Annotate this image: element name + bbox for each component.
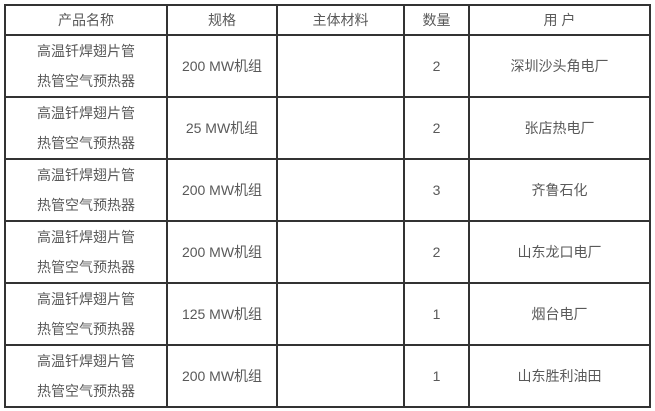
table-row: 高温钎焊翅片管 热管空气预热器 200 MW机组 2 深圳沙头角电厂 — [4, 34, 651, 98]
cell-quantity: 1 — [403, 282, 470, 346]
header-customer: 用 户 — [468, 4, 651, 36]
cell-customer: 齐鲁石化 — [468, 158, 651, 222]
table-body: 高温钎焊翅片管 热管空气预热器 200 MW机组 2 深圳沙头角电厂 高温钎焊翅… — [4, 34, 651, 408]
table-header-row: 产品名称 规格 主体材料 数量 用 户 — [4, 4, 651, 36]
header-quantity: 数量 — [403, 4, 470, 36]
header-spec: 规格 — [166, 4, 278, 36]
cell-material — [276, 220, 405, 284]
cell-product-name: 高温钎焊翅片管 热管空气预热器 — [4, 282, 168, 346]
cell-product-name: 高温钎焊翅片管 热管空气预热器 — [4, 220, 168, 284]
cell-quantity: 2 — [403, 34, 470, 98]
table-row: 高温钎焊翅片管 热管空气预热器 25 MW机组 2 张店热电厂 — [4, 96, 651, 160]
cell-customer: 深圳沙头角电厂 — [468, 34, 651, 98]
cell-material — [276, 96, 405, 160]
cell-quantity: 1 — [403, 344, 470, 408]
cell-customer: 山东龙口电厂 — [468, 220, 651, 284]
table-row: 高温钎焊翅片管 热管空气预热器 200 MW机组 2 山东龙口电厂 — [4, 220, 651, 284]
cell-quantity: 2 — [403, 220, 470, 284]
cell-product-name: 高温钎焊翅片管 热管空气预热器 — [4, 34, 168, 98]
cell-customer: 张店热电厂 — [468, 96, 651, 160]
cell-spec: 200 MW机组 — [166, 220, 278, 284]
cell-product-name: 高温钎焊翅片管 热管空气预热器 — [4, 158, 168, 222]
cell-spec: 200 MW机组 — [166, 34, 278, 98]
header-product-name: 产品名称 — [4, 4, 168, 36]
cell-spec: 25 MW机组 — [166, 96, 278, 160]
cell-product-name: 高温钎焊翅片管 热管空气预热器 — [4, 96, 168, 160]
table-row: 高温钎焊翅片管 热管空气预热器 200 MW机组 1 山东胜利油田 — [4, 344, 651, 408]
cell-quantity: 2 — [403, 96, 470, 160]
cell-material — [276, 158, 405, 222]
cell-customer: 烟台电厂 — [468, 282, 651, 346]
table-row: 高温钎焊翅片管 热管空气预热器 200 MW机组 3 齐鲁石化 — [4, 158, 651, 222]
table-row: 高温钎焊翅片管 热管空气预热器 125 MW机组 1 烟台电厂 — [4, 282, 651, 346]
product-reference-table: 产品名称 规格 主体材料 数量 用 户 高温钎焊翅片管 热管空气预热器 200 … — [4, 4, 651, 408]
cell-material — [276, 282, 405, 346]
cell-quantity: 3 — [403, 158, 470, 222]
cell-customer: 山东胜利油田 — [468, 344, 651, 408]
cell-spec: 200 MW机组 — [166, 344, 278, 408]
cell-material — [276, 34, 405, 98]
cell-spec: 200 MW机组 — [166, 158, 278, 222]
cell-product-name: 高温钎焊翅片管 热管空气预热器 — [4, 344, 168, 408]
cell-spec: 125 MW机组 — [166, 282, 278, 346]
header-material: 主体材料 — [276, 4, 405, 36]
cell-material — [276, 344, 405, 408]
